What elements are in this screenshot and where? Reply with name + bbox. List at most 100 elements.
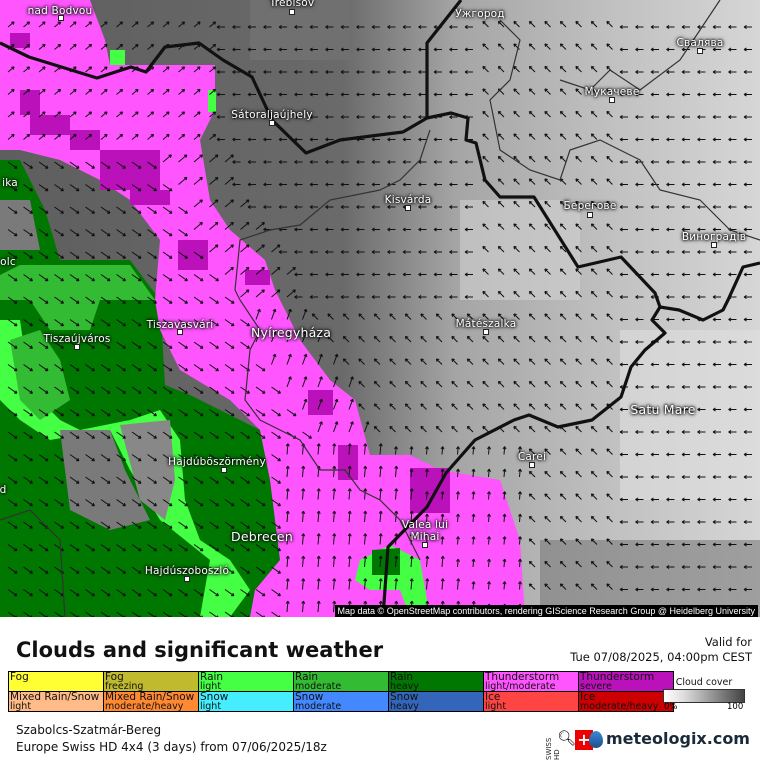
wind-arrow xyxy=(451,335,458,343)
wind-arrow xyxy=(247,115,256,119)
wind-arrow xyxy=(402,47,411,52)
wind-arrow xyxy=(54,21,62,28)
wind-arrow xyxy=(387,92,396,97)
legend-item: Ice moderate/heavy xyxy=(578,691,674,712)
wind-arrow xyxy=(728,385,737,389)
wind-arrow xyxy=(606,133,613,140)
wind-arrow xyxy=(425,555,430,568)
wind-arrow xyxy=(38,184,49,192)
wind-arrow xyxy=(278,115,287,119)
wind-arrow xyxy=(712,182,721,187)
wind-arrow xyxy=(263,47,272,52)
wind-arrow xyxy=(635,565,644,569)
wind-arrow xyxy=(100,499,111,507)
wind-arrow xyxy=(358,313,365,320)
wind-arrow xyxy=(38,111,46,118)
wind-arrow xyxy=(373,313,381,320)
legend-item: Snow heavy xyxy=(388,691,484,712)
wind-arrow xyxy=(85,161,95,169)
wind-arrow xyxy=(54,611,64,617)
wind-arrow xyxy=(697,385,706,389)
wind-arrow xyxy=(263,160,272,164)
wind-arrow xyxy=(147,611,157,617)
wind-arrow xyxy=(728,272,737,277)
wind-arrow xyxy=(342,335,350,343)
wind-arrow xyxy=(193,154,203,163)
wind-arrow xyxy=(528,425,536,433)
wind-arrow xyxy=(743,385,752,389)
wind-arrow xyxy=(23,521,33,529)
wind-arrow xyxy=(38,341,49,349)
wind-arrow xyxy=(69,589,80,597)
wind-arrow xyxy=(131,499,142,507)
wind-arrow xyxy=(363,443,368,455)
wind-arrow xyxy=(147,386,157,394)
wind-arrow xyxy=(69,386,80,394)
wind-arrow xyxy=(285,555,290,568)
wind-arrow xyxy=(528,313,536,320)
wind-arrow xyxy=(178,431,188,439)
wind-arrow xyxy=(193,319,204,327)
weather-map[interactable]: nad Bodvou Trebišov Ужгород Свалява Мукачеве… xyxy=(0,0,760,617)
wind-arrow xyxy=(435,335,443,343)
wind-arrow xyxy=(712,385,721,389)
wind-arrow xyxy=(85,111,93,118)
wind-arrow xyxy=(619,497,628,502)
wind-arrow xyxy=(575,493,582,500)
wind-arrow xyxy=(635,497,644,502)
wind-arrow xyxy=(712,272,721,277)
wind-arrow xyxy=(278,205,287,209)
legend-item: Mixed Rain/Snow moderate/heavy xyxy=(103,691,199,712)
wind-arrow xyxy=(232,137,241,142)
wind-arrow xyxy=(433,272,442,277)
wind-arrow xyxy=(371,47,380,52)
wind-arrow xyxy=(743,542,752,547)
wind-arrow xyxy=(100,21,108,28)
wind-arrow xyxy=(559,538,567,545)
legend-label: Snow xyxy=(390,691,419,703)
legend-sublabel: light xyxy=(485,701,507,712)
meteologix-brand[interactable]: meteologix.com xyxy=(606,729,750,748)
wind-arrow xyxy=(7,589,18,597)
cloud-cover-title: Cloud cover xyxy=(675,677,733,688)
wind-arrow xyxy=(513,155,520,163)
wind-arrow xyxy=(131,611,141,617)
wind-arrow xyxy=(402,250,411,254)
wind-arrow xyxy=(482,65,489,73)
wind-arrow xyxy=(271,476,281,484)
wind-arrow xyxy=(712,47,721,52)
wind-arrow xyxy=(209,521,219,529)
wind-arrow xyxy=(635,587,644,592)
wind-arrow xyxy=(464,272,473,277)
wind-arrow xyxy=(131,274,142,282)
wind-arrow xyxy=(7,319,18,327)
wind-arrow xyxy=(116,476,126,484)
wind-arrow xyxy=(100,386,111,394)
wind-arrow xyxy=(619,115,628,119)
map-attribution[interactable]: Map data © OpenStreetMap contributors, r… xyxy=(334,605,758,617)
wind-arrow xyxy=(325,92,334,97)
wind-arrow xyxy=(209,611,219,617)
wind-arrow xyxy=(54,229,64,237)
wind-arrow xyxy=(590,583,598,590)
meteologix-logo-icon xyxy=(589,731,603,748)
wind-arrow xyxy=(69,251,80,259)
wind-arrow xyxy=(178,154,188,163)
place-marker xyxy=(58,15,64,21)
wind-arrow xyxy=(23,566,33,574)
wind-arrow xyxy=(340,70,349,74)
wind-arrow xyxy=(559,515,567,523)
wind-arrow xyxy=(502,513,507,523)
wind-arrow xyxy=(193,21,201,28)
wind-arrow xyxy=(451,313,458,320)
wind-arrow xyxy=(131,111,139,118)
wind-arrow xyxy=(285,578,290,590)
place-marker xyxy=(483,329,489,335)
wind-arrow xyxy=(544,20,551,28)
wind-arrow xyxy=(294,160,303,164)
wind-arrow xyxy=(619,542,628,547)
wind-arrow xyxy=(482,110,489,118)
wind-arrow xyxy=(482,313,489,320)
wind-arrow xyxy=(294,272,303,277)
wind-arrow xyxy=(131,161,142,169)
